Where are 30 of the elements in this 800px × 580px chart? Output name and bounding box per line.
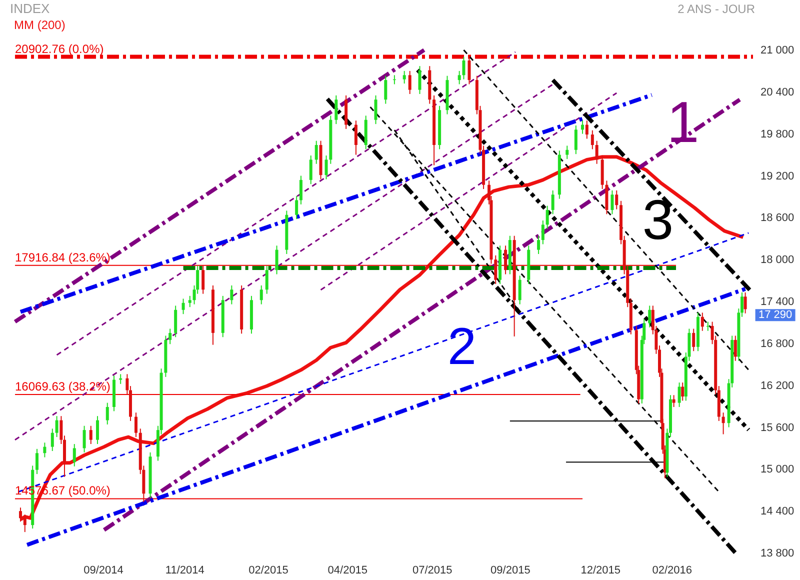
y-tick-label: 18 600 — [760, 212, 794, 224]
y-tick-label: 14 400 — [760, 506, 794, 518]
y-tick-label: 19 800 — [760, 128, 794, 140]
y-tick-label: 15 600 — [760, 422, 794, 434]
text: 2 ANS - JOUR — [678, 2, 756, 16]
y-tick-label: 17 400 — [760, 296, 794, 308]
x-tick-label: 09/2014 — [84, 564, 124, 576]
x-tick-label: 04/2015 — [328, 564, 368, 576]
y-tick-label: 18 000 — [760, 254, 794, 266]
y-tick-label: 16 800 — [760, 338, 794, 350]
annotation: 2 — [448, 318, 476, 376]
x-tick-label: 02/2015 — [248, 564, 288, 576]
series-label: 20902.76 (0.0%) — [15, 42, 104, 56]
annotation: 3 — [642, 188, 674, 251]
y-tick-label: 13 800 — [760, 548, 794, 560]
x-tick-label: 12/2015 — [580, 564, 621, 576]
x-tick-label: 02/2016 — [652, 564, 692, 576]
chart-title: INDEX — [10, 1, 50, 16]
series-label: 16069.63 (38.2%) — [15, 379, 110, 394]
text: MM (200) — [14, 18, 66, 32]
y-tick-label: 16 200 — [760, 380, 794, 392]
annotation: 17 290 — [758, 309, 792, 322]
series-label: 17916.84 (23.6%) — [15, 250, 110, 264]
y-tick-label: 20 400 — [760, 86, 794, 98]
y-tick-label: 19 200 — [760, 170, 794, 182]
y-tick-label: 15 000 — [760, 464, 794, 476]
x-tick-label: 11/2014 — [165, 564, 204, 576]
y-tick-label: 21 000 — [760, 44, 794, 56]
x-tick-label: 07/2015 — [412, 564, 452, 576]
x-tick-label: 09/2015 — [490, 564, 530, 576]
